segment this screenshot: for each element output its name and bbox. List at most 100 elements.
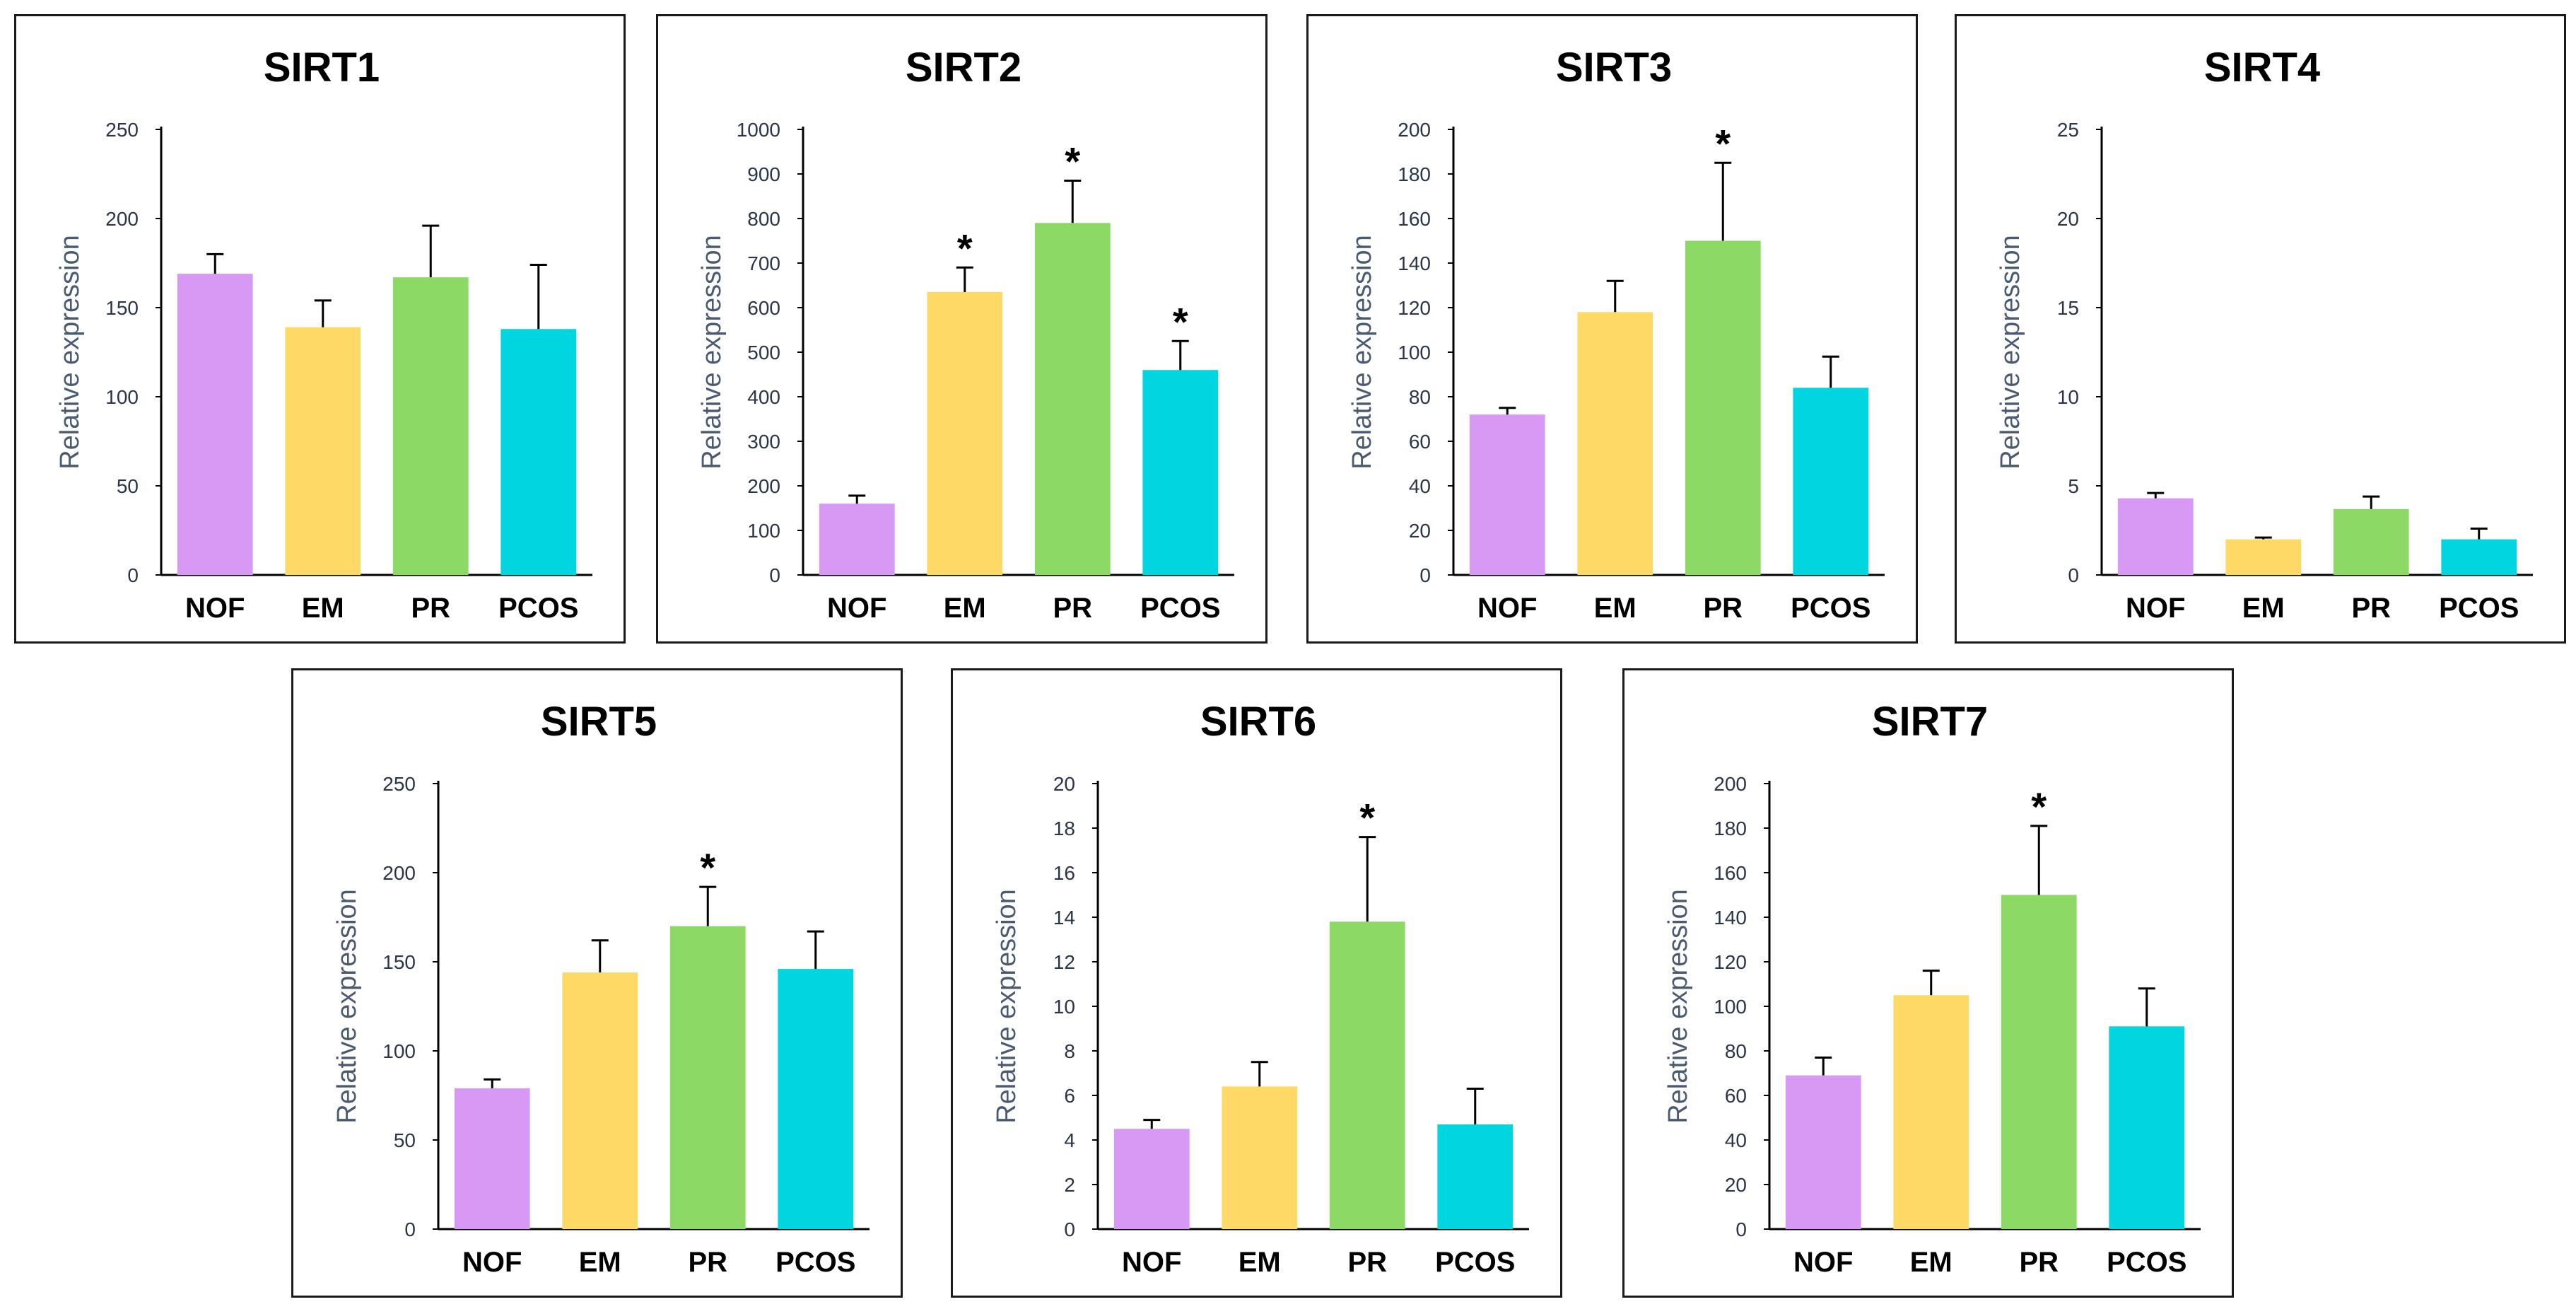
error-bar-sirt3-pr [1714, 161, 1732, 241]
y-tick-label-sirt3: 140 [1398, 252, 1431, 274]
y-tick-label-sirt2: 900 [747, 163, 780, 185]
y-tick-label-sirt5: 150 [382, 951, 416, 973]
y-tick-label-sirt4: 15 [2057, 297, 2079, 319]
x-tick-label-sirt4-pcos: PCOS [2439, 593, 2519, 624]
x-tick-label-sirt2-nof: NOF [827, 593, 886, 624]
error-bar-sirt1-pr [422, 224, 440, 278]
y-tick-label-sirt7: 160 [1714, 862, 1747, 884]
y-axis-label-sirt3: Relative expression [1347, 235, 1377, 470]
chart-title-sirt6: SIRT6 [1200, 699, 1316, 745]
bar-sirt6-em [1222, 1086, 1298, 1229]
y-tick-label-sirt6: 2 [1064, 1174, 1075, 1196]
x-tick-label-sirt1-em: EM [302, 593, 344, 624]
error-bar-sirt4-em [2254, 536, 2272, 540]
y-tick-label-sirt5: 100 [382, 1040, 416, 1062]
bar-sirt4-pr [2333, 508, 2409, 575]
significance-marker-sirt2-pcos: * [1173, 299, 1188, 344]
y-tick-label-sirt1: 0 [127, 564, 139, 586]
y-axis-label-sirt2: Relative expression [697, 235, 727, 470]
x-tick-label-sirt2-pr: PR [1053, 593, 1092, 624]
y-tick-label-sirt7: 120 [1714, 951, 1747, 973]
error-bar-sirt1-nof [206, 252, 224, 274]
chart-svg-sirt4: SIRT4 Relative expression 0 5 10 15 20 25 NOF EM P… [1996, 45, 2533, 624]
error-bar-sirt4-nof [2147, 491, 2165, 499]
y-tick-label-sirt2: 400 [747, 386, 780, 408]
bar-sirt3-pcos [1793, 388, 1869, 575]
y-tick-label-sirt2: 1000 [737, 119, 780, 141]
chart-svg-sirt1: SIRT1 Relative expression 0 50 100 150 200 250 N… [55, 45, 592, 624]
y-tick-label-sirt6: 16 [1053, 862, 1075, 884]
y-tick-label-sirt3: 80 [1409, 386, 1431, 408]
y-tick-label-sirt3: 20 [1409, 520, 1431, 542]
y-tick-label-sirt3: 60 [1409, 431, 1431, 453]
bar-sirt6-pcos [1437, 1124, 1514, 1229]
y-tick-label-sirt1: 50 [117, 475, 139, 497]
y-tick-label-sirt4: 10 [2057, 386, 2079, 408]
chart-title-sirt5: SIRT5 [541, 699, 657, 745]
chart-svg-sirt7: SIRT7 Relative expression 0 20 40 60 80 100 120 1… [1663, 699, 2201, 1278]
chart-panel-sirt2: SIRT2 Relative expression 0 100 200 300 400 500… [656, 14, 1267, 644]
error-bar-sirt5-em [591, 939, 609, 973]
x-tick-label-sirt1-pr: PR [411, 593, 450, 624]
y-tick-label-sirt5: 50 [394, 1129, 416, 1151]
y-tick-label-sirt1: 200 [105, 208, 139, 230]
y-tick-label-sirt5: 200 [382, 862, 416, 884]
x-tick-label-sirt6-em: EM [1239, 1247, 1281, 1278]
y-axis-label-sirt4: Relative expression [1996, 235, 2025, 470]
bar-sirt7-pr [2001, 895, 2077, 1229]
y-tick-label-sirt6: 10 [1053, 996, 1075, 1018]
error-bar-sirt3-nof [1499, 407, 1516, 415]
x-tick-label-sirt7-pcos: PCOS [2107, 1247, 2186, 1278]
error-bar-sirt5-pr [699, 885, 717, 926]
x-tick-label-sirt4-nof: NOF [2126, 593, 2185, 624]
error-bar-sirt5-nof [484, 1078, 501, 1088]
x-tick-label-sirt5-nof: NOF [462, 1247, 522, 1278]
chart-panel-sirt7: SIRT7 Relative expression 0 20 40 60 80 100 120 1… [1622, 668, 2234, 1298]
y-tick-label-sirt4: 5 [2068, 475, 2079, 497]
bar-sirt5-em [562, 972, 638, 1229]
x-tick-label-sirt2-em: EM [944, 593, 986, 624]
error-bar-sirt2-pr [1064, 179, 1082, 223]
error-bar-sirt7-pcos [2138, 987, 2155, 1027]
bar-sirt3-nof [1469, 414, 1545, 575]
error-bar-sirt1-em [314, 299, 332, 327]
y-tick-label-sirt7: 80 [1725, 1040, 1747, 1062]
y-tick-label-sirt7: 0 [1735, 1218, 1747, 1240]
y-tick-label-sirt6: 4 [1064, 1129, 1075, 1151]
y-tick-label-sirt3: 0 [1419, 564, 1431, 586]
error-bar-sirt1-pcos [529, 264, 547, 330]
y-tick-label-sirt7: 140 [1714, 907, 1747, 929]
x-tick-label-sirt1-nof: NOF [185, 593, 245, 624]
chart-svg-sirt2: SIRT2 Relative expression 0 100 200 300 400 500… [697, 45, 1234, 624]
x-tick-label-sirt7-em: EM [1910, 1247, 1953, 1278]
y-tick-label-sirt3: 40 [1409, 475, 1431, 497]
bar-sirt2-em [927, 291, 1003, 575]
chart-panel-sirt1: SIRT1 Relative expression 0 50 100 150 200 250 N… [14, 14, 626, 644]
chart-panel-sirt5: SIRT5 Relative expression 0 50 100 150 200 250 N… [291, 668, 903, 1298]
error-bar-sirt4-pr [2363, 495, 2380, 509]
y-tick-label-sirt2: 200 [747, 475, 780, 497]
y-tick-label-sirt6: 12 [1053, 951, 1075, 973]
x-tick-label-sirt3-em: EM [1594, 593, 1637, 624]
x-tick-label-sirt4-em: EM [2242, 593, 2285, 624]
y-tick-label-sirt7: 180 [1714, 818, 1747, 839]
y-tick-label-sirt2: 600 [747, 297, 780, 319]
bar-sirt3-pr [1685, 240, 1761, 575]
chart-panel-sirt3: SIRT3 Relative expression 0 20 40 60 80 100 120 1… [1306, 14, 1918, 644]
error-bar-sirt2-pcos [1171, 339, 1189, 371]
bar-sirt6-pr [1329, 921, 1405, 1229]
y-tick-label-sirt1: 150 [105, 297, 139, 319]
chart-panel-sirt6: SIRT6 Relative expression 0 2 4 6 8 10 12 14 16 18 2… [951, 668, 1562, 1298]
x-tick-label-sirt3-pr: PR [1703, 593, 1743, 624]
y-tick-label-sirt3: 100 [1398, 342, 1431, 363]
bar-sirt5-nof [454, 1088, 530, 1229]
y-axis-label-sirt7: Relative expression [1663, 889, 1693, 1124]
x-tick-label-sirt5-em: EM [579, 1247, 621, 1278]
error-bar-sirt7-pr [2030, 825, 2048, 895]
chart-svg-sirt6: SIRT6 Relative expression 0 2 4 6 8 10 12 14 16 18 2… [992, 699, 1529, 1278]
x-tick-label-sirt7-nof: NOF [1793, 1247, 1853, 1278]
x-tick-label-sirt2-pcos: PCOS [1140, 593, 1220, 624]
error-bar-sirt2-nof [848, 494, 866, 504]
y-tick-label-sirt3: 180 [1398, 163, 1431, 185]
bar-sirt7-em [1893, 995, 1969, 1229]
